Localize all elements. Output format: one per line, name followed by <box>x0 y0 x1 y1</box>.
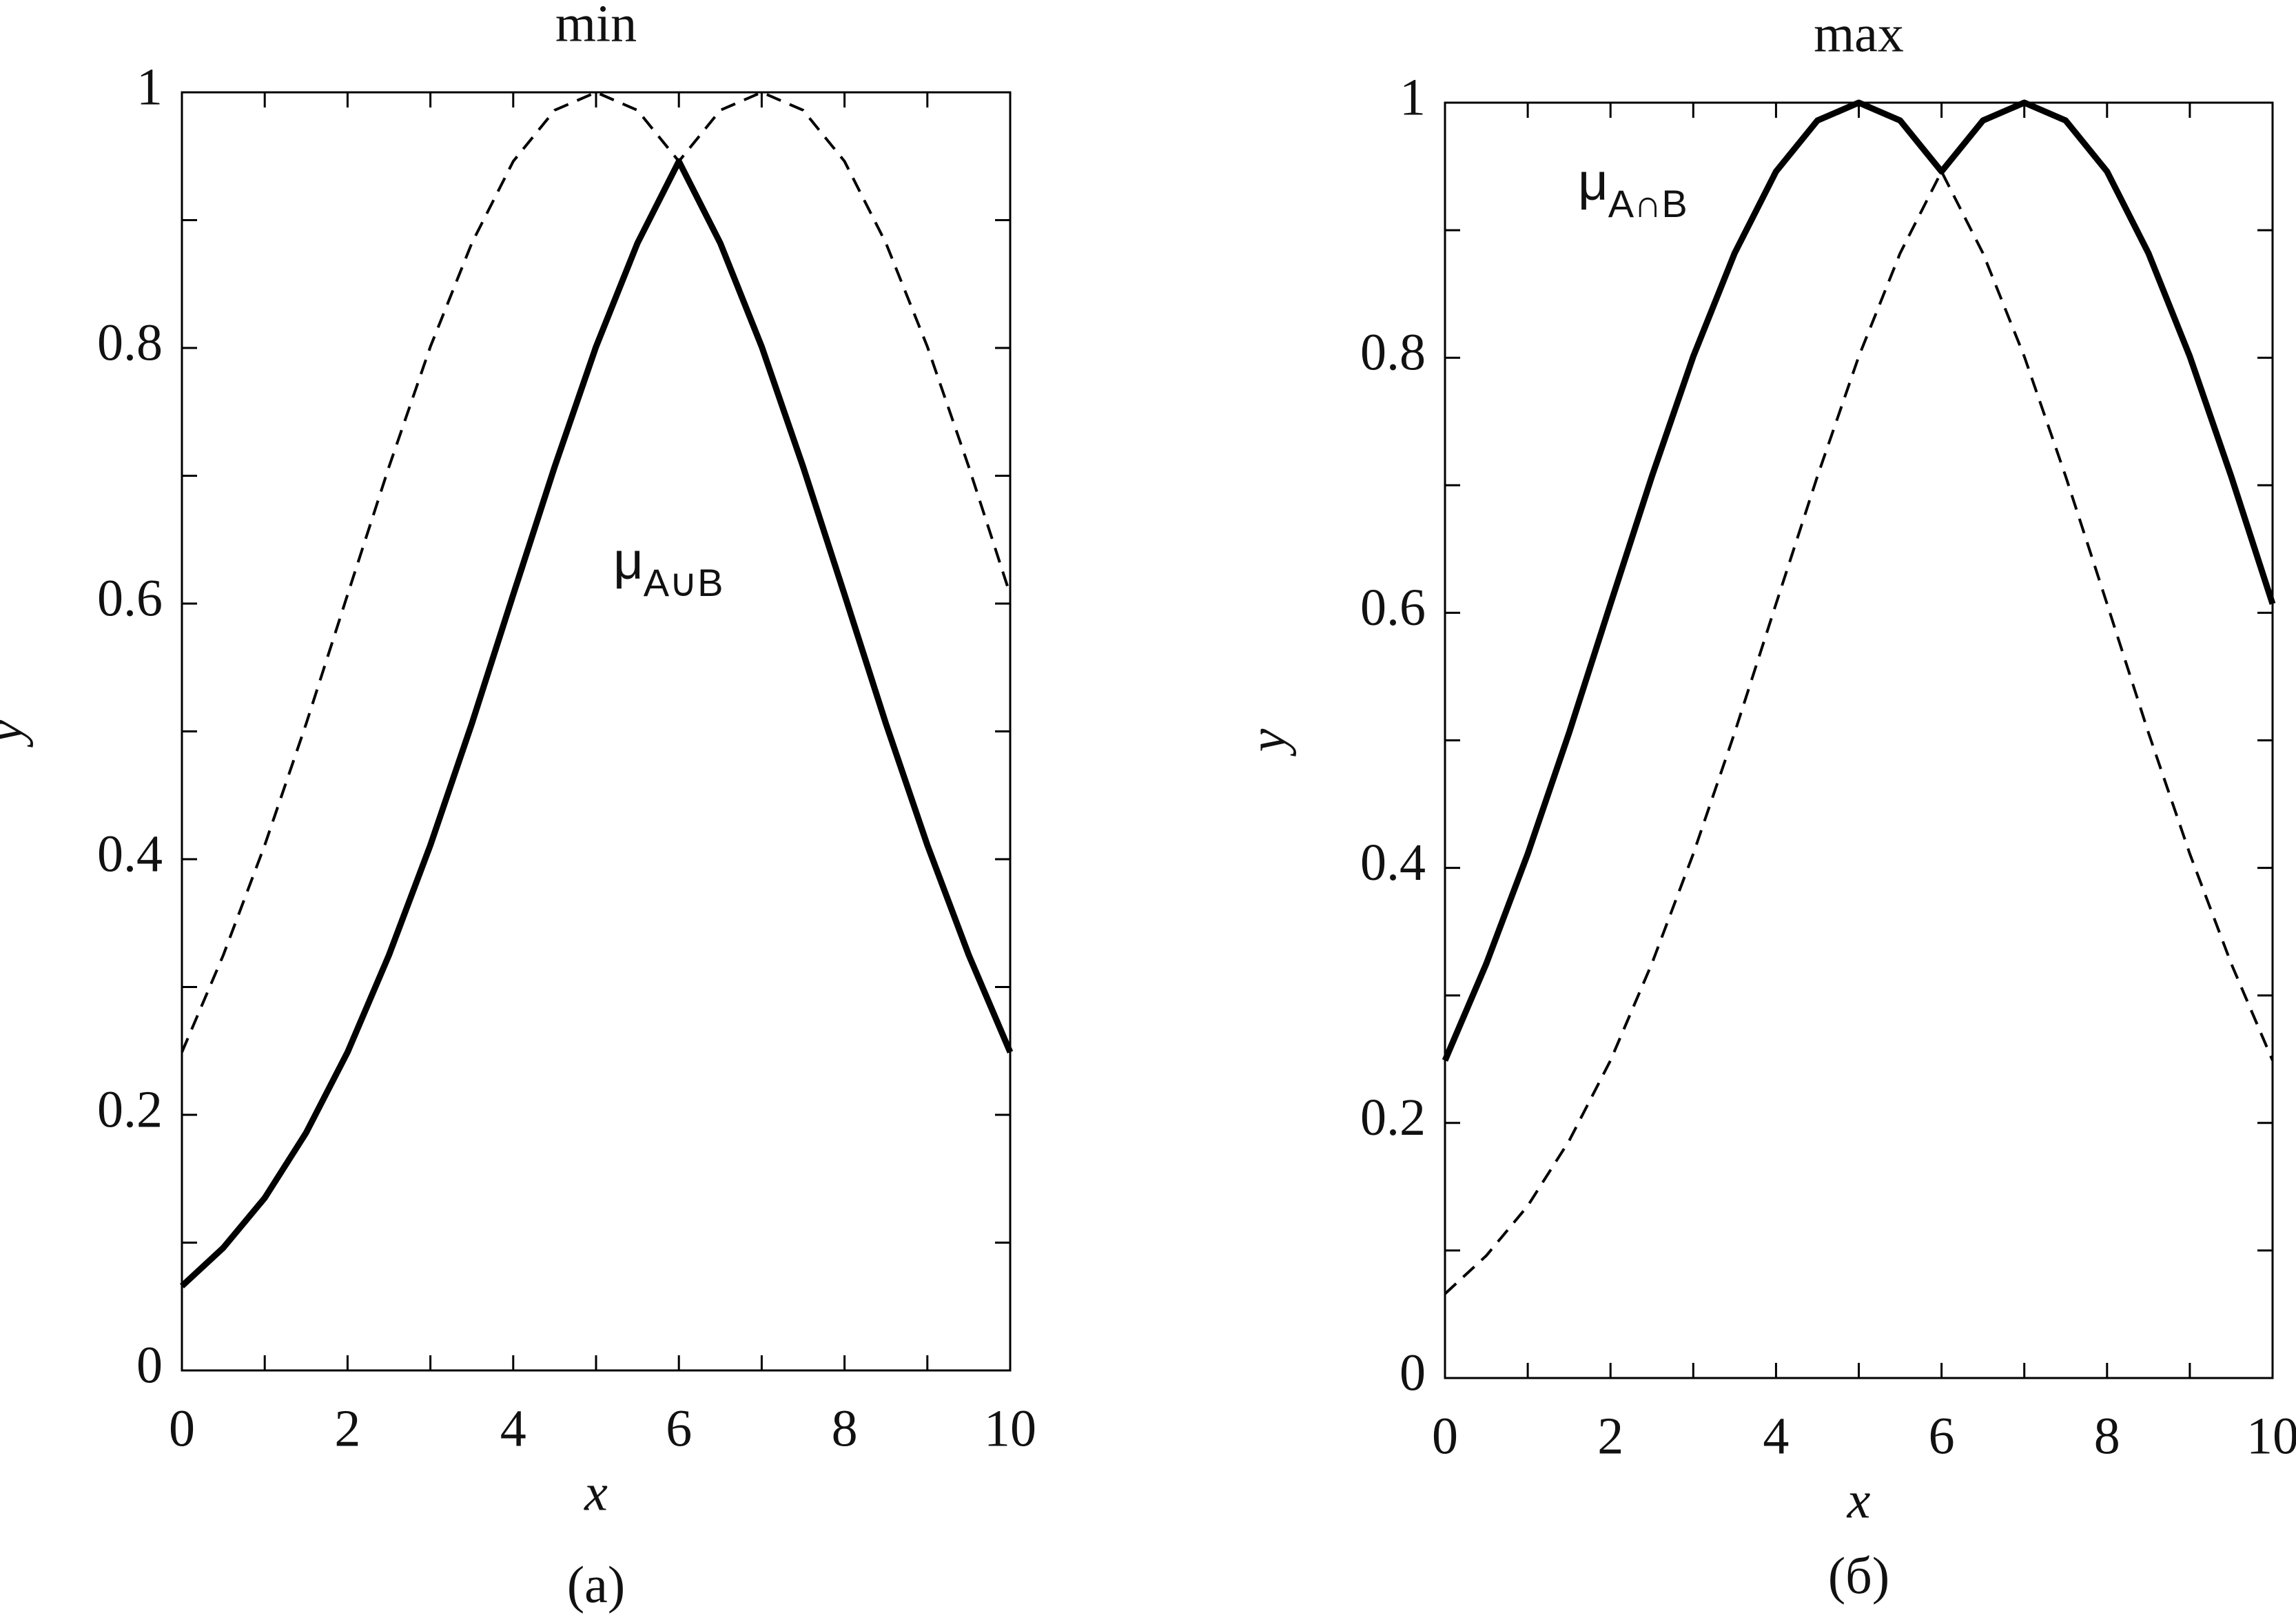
dashed-line <box>181 91 1012 1053</box>
y-axis-label: y <box>1238 728 1296 757</box>
y-tick-label: 0.2 <box>1360 1089 1426 1147</box>
x-tick-label: 8 <box>832 1399 858 1457</box>
annotation: μA∪B <box>613 532 724 604</box>
annotation-subscript: A∪B <box>644 561 724 604</box>
x-axis-label: x <box>584 1463 608 1521</box>
y-tick-label: 0.4 <box>97 825 163 883</box>
x-tick-label: 8 <box>2094 1407 2120 1465</box>
y-tick-label: 0 <box>136 1336 163 1394</box>
annotation: μA∩B <box>1578 153 1688 225</box>
x-tick-label: 4 <box>500 1399 526 1457</box>
x-tick-label: 2 <box>1597 1407 1623 1465</box>
caption: (б) <box>1828 1547 1889 1605</box>
solid-line <box>1442 99 2276 1062</box>
chart-title: max <box>1814 5 1904 63</box>
y-tick-label: 0.4 <box>1360 834 1426 892</box>
x-tick-label: 6 <box>1929 1407 1955 1465</box>
annotation-subscript: A∩B <box>1608 182 1688 225</box>
x-tick-label: 2 <box>334 1399 360 1457</box>
y-tick-label: 0.8 <box>97 314 163 371</box>
annotation-symbol: μ <box>613 532 644 590</box>
dashed-line <box>1444 169 2274 1295</box>
annotation-symbol: μ <box>1578 153 1608 212</box>
x-tick-label: 10 <box>2246 1407 2296 1465</box>
x-tick-label: 0 <box>169 1399 195 1457</box>
x-tick-label: 10 <box>984 1399 1036 1457</box>
y-tick-label: 0.8 <box>1360 324 1426 382</box>
y-axis-label: y <box>0 719 33 748</box>
caption: (a) <box>567 1556 625 1614</box>
y-tick-label: 0 <box>1400 1344 1426 1401</box>
y-tick-label: 0.6 <box>97 569 163 627</box>
chart-title: min <box>555 0 637 52</box>
x-tick-label: 6 <box>666 1399 692 1457</box>
y-tick-label: 0.2 <box>97 1080 163 1138</box>
x-tick-label: 0 <box>1432 1407 1458 1465</box>
solid-line <box>179 158 1014 1288</box>
x-tick-label: 4 <box>1763 1407 1789 1465</box>
y-tick-label: 1 <box>136 58 163 116</box>
x-axis-label: x <box>1847 1471 1871 1529</box>
y-tick-label: 0.6 <box>1360 579 1426 637</box>
y-tick-label: 1 <box>1400 68 1426 126</box>
